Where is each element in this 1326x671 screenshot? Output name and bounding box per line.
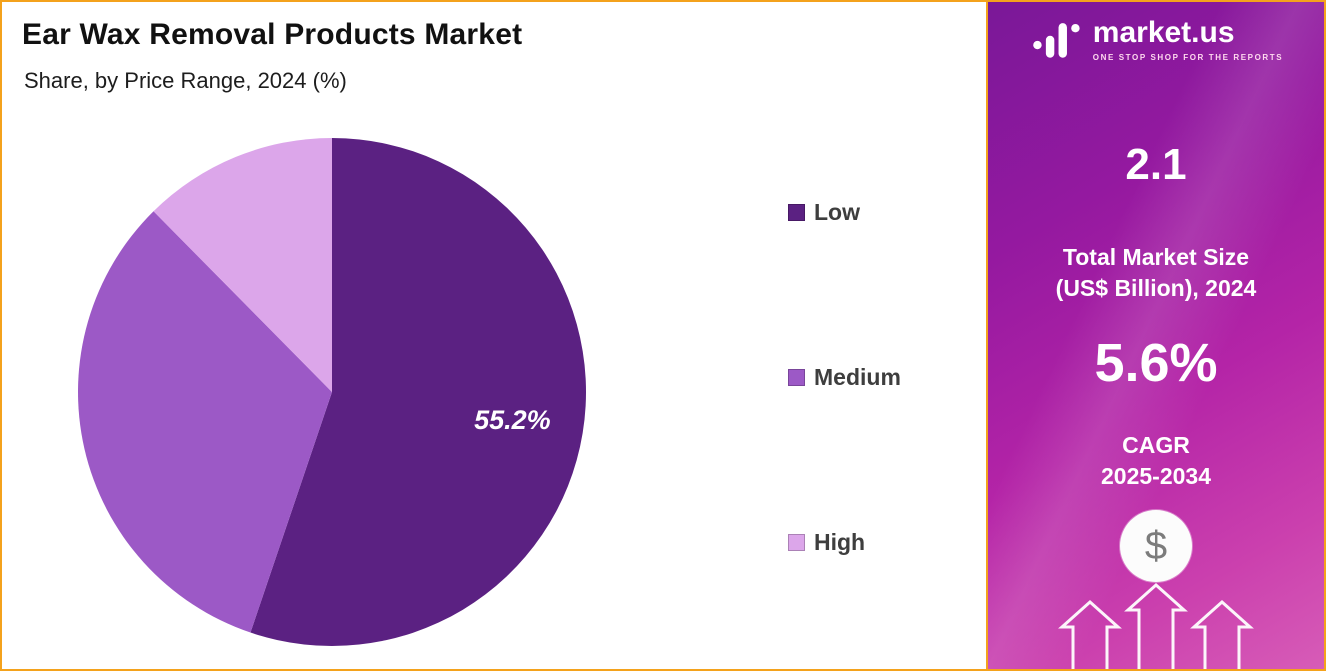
market-size-value: 2.1 — [1125, 140, 1187, 189]
pie-slice-medium — [78, 211, 332, 633]
legend-swatch-low — [788, 204, 805, 221]
chart-legend: Low Medium High — [788, 199, 901, 556]
growth-arrows-icon — [1058, 582, 1254, 669]
pie-data-label: 55.2% — [474, 405, 551, 435]
page-subtitle: Share, by Price Range, 2024 (%) — [24, 68, 347, 93]
market-size-label: Total Market Size (US$ Billion), 2024 — [988, 242, 1324, 304]
cagr-value: 5.6% — [1094, 333, 1218, 393]
legend-swatch-high — [788, 534, 805, 551]
market-size-label-line1: Total Market Size — [1062, 244, 1250, 270]
brand: market.us ONE STOP SHOP FOR THE REPORTS — [988, 16, 1324, 64]
cagr-label-line2: 2025-2034 — [1101, 463, 1211, 489]
dollar-icon: $ — [1144, 523, 1168, 568]
brand-name: market.us — [1092, 16, 1235, 49]
pie-slice-low — [250, 138, 587, 646]
pie-slice-high — [153, 138, 332, 392]
legend-label-medium: Medium — [814, 364, 901, 390]
legend-item-low: Low — [788, 199, 901, 226]
cagr-label-line1: CAGR — [1122, 432, 1190, 458]
legend-item-medium: Medium — [788, 364, 901, 391]
legend-swatch-medium — [788, 369, 805, 386]
sidebar: market.us ONE STOP SHOP FOR THE REPORTS … — [986, 2, 1324, 669]
legend-item-high: High — [788, 529, 901, 556]
legend-label-high: High — [814, 529, 866, 555]
market-size-label-line2: (US$ Billion), 2024 — [1055, 275, 1257, 301]
dollar-coin: $ — [1120, 510, 1192, 582]
pie-chart: 55.2% — [78, 138, 587, 646]
cagr-label: CAGR 2025-2034 — [988, 430, 1324, 492]
chart-area: Ear Wax Removal Products Market Share, b… — [2, 2, 986, 669]
brand-tagline: ONE STOP SHOP FOR THE REPORTS — [1092, 53, 1284, 62]
market-us-logo-icon — [1033, 23, 1080, 58]
brand-text: market.us ONE STOP SHOP FOR THE REPORTS — [1092, 16, 1284, 63]
page-title: Ear Wax Removal Products Market — [22, 18, 523, 51]
legend-label-low: Low — [814, 199, 860, 225]
